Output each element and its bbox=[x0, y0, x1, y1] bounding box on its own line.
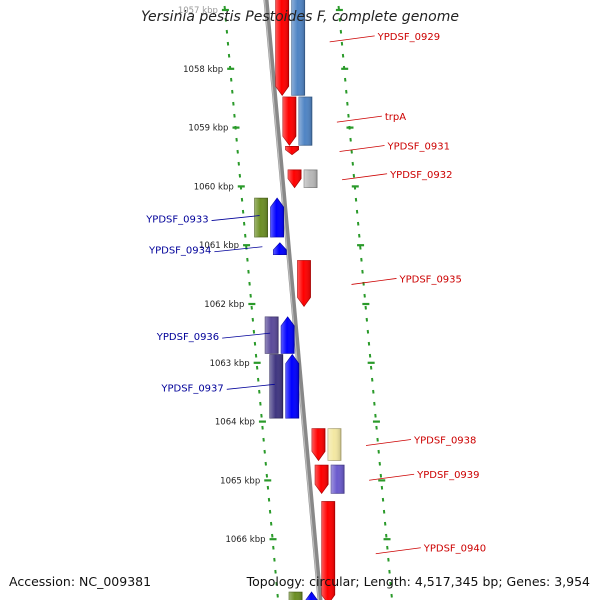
gene-cog-gloss bbox=[291, 0, 305, 96]
gene-cds-gloss bbox=[273, 242, 287, 255]
gene-cds-gloss bbox=[285, 146, 299, 155]
gene-label-leader bbox=[339, 145, 385, 152]
gene-label: YPDSF_0936 bbox=[156, 332, 219, 343]
gene-cds-gloss bbox=[282, 97, 296, 146]
gene-label-leader bbox=[214, 246, 263, 253]
gene-cog-gloss bbox=[254, 198, 268, 237]
gene-label: YPDSF_0938 bbox=[413, 436, 476, 447]
gene-cog-gloss bbox=[269, 354, 283, 419]
accession-text: Accession: NC_009381 bbox=[9, 574, 152, 589]
gene-label: YPDSF_0937 bbox=[160, 383, 223, 394]
gene-labels: YPDSF_0929 trpA YPDSF_0931 YPDSF_0932 YPDSF_… bbox=[145, 32, 486, 555]
gene-label: YPDSF_0929 bbox=[377, 32, 440, 43]
gene-cds-gloss bbox=[270, 198, 284, 237]
ruler-tick-label: 1059 kbp bbox=[188, 124, 228, 134]
gene-cog-gloss bbox=[298, 97, 312, 146]
ruler-tick-label: 1065 kbp bbox=[220, 476, 260, 486]
gene-cds-gloss bbox=[305, 592, 318, 600]
ruler-tick-label: 1064 kbp bbox=[215, 418, 255, 428]
gene-label-leader bbox=[369, 473, 415, 481]
ruler-tick-label: 1062 kbp bbox=[204, 300, 244, 310]
gene-label: YPDSF_0931 bbox=[387, 142, 450, 153]
ruler-tick-label: 1057 kbp bbox=[178, 6, 218, 16]
backbone-line bbox=[263, 0, 323, 600]
gene-label: YPDSF_0933 bbox=[145, 215, 208, 226]
gene-label-leader bbox=[336, 115, 382, 123]
gene-cog-gloss bbox=[304, 169, 318, 188]
gene-label: YPDSF_0932 bbox=[389, 170, 452, 181]
backbone-highlight bbox=[263, 0, 320, 600]
gene-cds-gloss bbox=[281, 316, 295, 354]
gene-label-leader bbox=[211, 215, 260, 221]
ruler-tick-label: 1061 kbp bbox=[199, 241, 239, 251]
gene-label-leader bbox=[375, 547, 421, 555]
ruler-tick-label: 1058 kbp bbox=[183, 65, 223, 75]
gene-cds-gloss bbox=[312, 428, 326, 461]
gene-label: trpA bbox=[385, 112, 406, 123]
ruler-tick-label: 1066 kbp bbox=[225, 535, 265, 545]
gene-cds-gloss bbox=[297, 260, 311, 307]
gene-cds-gloss bbox=[315, 465, 329, 494]
gene-cog-gloss bbox=[289, 592, 303, 600]
gene-label: YPDSF_0940 bbox=[423, 544, 486, 555]
backbone bbox=[263, 0, 323, 600]
gene-label: YPDSF_0934 bbox=[148, 246, 211, 257]
gene-label-leader bbox=[329, 35, 375, 43]
ruler-tick-label: 1060 kbp bbox=[194, 182, 234, 192]
gene-label: YPDSF_0935 bbox=[399, 274, 462, 285]
gene-cds-gloss bbox=[285, 354, 299, 419]
gene-label-leader bbox=[226, 383, 275, 390]
gene-cds-gloss bbox=[288, 169, 302, 188]
gene-label-leader bbox=[365, 439, 412, 446]
gene-label-leader bbox=[342, 173, 388, 181]
gene-cog-gloss bbox=[265, 316, 279, 354]
gene-label-leader bbox=[222, 332, 271, 339]
gene-cog-gloss bbox=[328, 428, 342, 461]
topology-text: Topology: circular; Length: 4,517,345 bp… bbox=[246, 574, 590, 589]
gene-cog-gloss bbox=[331, 465, 345, 494]
gene-cds-gloss bbox=[321, 501, 335, 600]
gene-label-leader bbox=[351, 278, 397, 285]
ruler: 1057 kbp 1058 kbp 1059 kbp 1060 kbp 1061 kbp… bbox=[178, 5, 393, 598]
gene-cds-gloss bbox=[275, 0, 289, 96]
ruler-tick-label: 1063 kbp bbox=[210, 359, 250, 369]
gene-features bbox=[254, 0, 345, 600]
map-title: Yersinia pestis Pestoides F, complete ge… bbox=[141, 9, 459, 25]
gene-label: YPDSF_0939 bbox=[416, 470, 479, 481]
